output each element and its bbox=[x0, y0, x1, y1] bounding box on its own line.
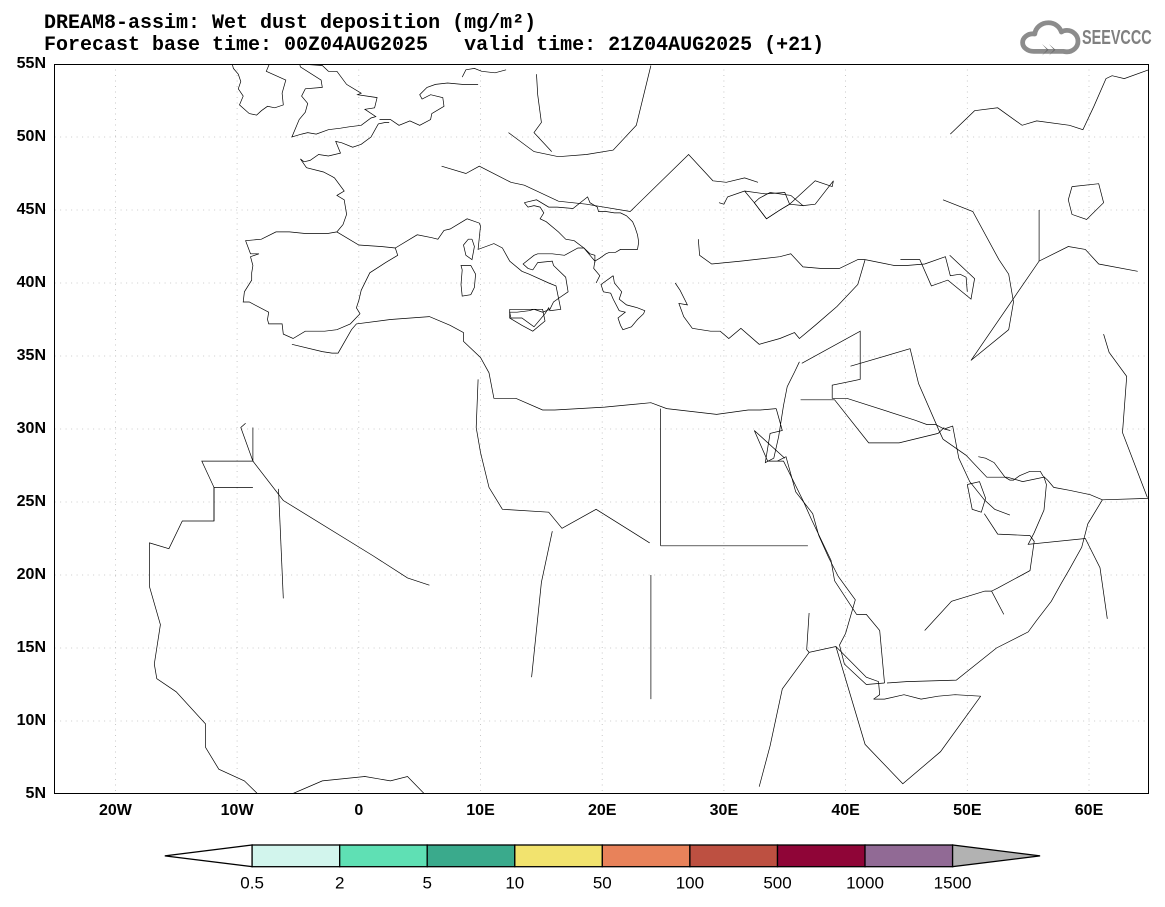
svg-text:1500: 1500 bbox=[934, 874, 972, 893]
svg-text:10: 10 bbox=[505, 874, 524, 893]
svg-text:0.5: 0.5 bbox=[240, 874, 264, 893]
svg-text:1000: 1000 bbox=[846, 874, 884, 893]
svg-text:50: 50 bbox=[593, 874, 612, 893]
svg-text:500: 500 bbox=[763, 874, 791, 893]
svg-text:100: 100 bbox=[676, 874, 704, 893]
svg-text:2: 2 bbox=[335, 874, 344, 893]
svg-text:5: 5 bbox=[422, 874, 431, 893]
